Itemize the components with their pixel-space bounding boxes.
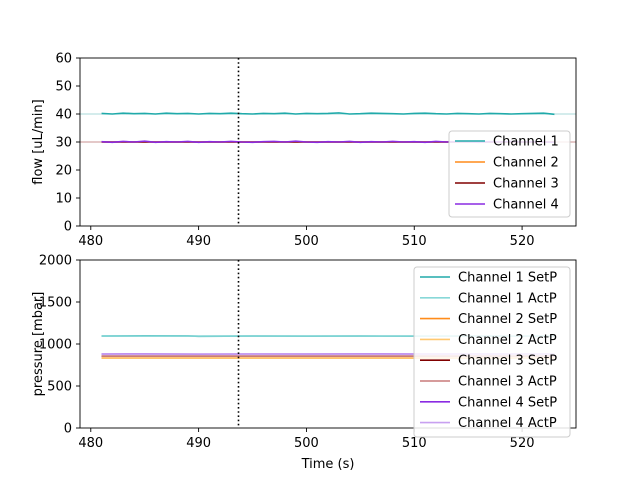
- chart1-legend-entry: Channel 1 SetP: [420, 271, 557, 286]
- chart1-y-axis-label: pressure [mbar]: [31, 292, 46, 397]
- chart0-y-tick-label: 60: [55, 52, 72, 67]
- chart0-y-tick-label: 50: [55, 80, 72, 95]
- chart1-legend-entry: Channel 1 ActP: [420, 291, 557, 306]
- chart1-y-tick-label: 1500: [39, 296, 72, 311]
- chart1-x-tick: 490: [186, 428, 211, 451]
- chart0-y-tick: 30: [55, 136, 80, 151]
- chart0-series-line-0: [101, 112, 555, 116]
- chart1-legend-entry: Channel 2 ActP: [420, 333, 557, 348]
- chart0-x-tick-label: 520: [510, 234, 535, 249]
- chart1-x-axis-label: Time (s): [301, 457, 355, 472]
- chart1-y-tick-label: 2000: [39, 254, 72, 269]
- chart1-x-tick: 480: [78, 428, 103, 451]
- chart0-y-tick-label: 20: [55, 164, 72, 179]
- chart0-y-tick: 60: [55, 52, 80, 67]
- chart0-x-tick: 490: [186, 226, 211, 249]
- chart1-legend-label: Channel 3 ActP: [458, 375, 557, 390]
- chart0-x-tick-label: 510: [402, 234, 427, 249]
- chart0-x-tick-label: 500: [294, 234, 319, 249]
- chart1-x-tick-label: 520: [510, 436, 535, 451]
- chart0-y-tick-label: 40: [55, 108, 72, 123]
- chart1-legend-label: Channel 1 ActP: [458, 291, 557, 306]
- chart1-legend-entry: Channel 4 SetP: [420, 395, 557, 410]
- chart0-x-tick: 480: [78, 226, 103, 249]
- chart0-y-tick-label: 10: [55, 192, 72, 207]
- chart0-y-tick: 0: [64, 220, 80, 235]
- chart1-y-tick: 1000: [39, 338, 80, 353]
- chart1-y-tick: 0: [64, 422, 80, 437]
- chart1-y-tick-label: 500: [47, 380, 72, 395]
- chart0-legend-entry: Channel 3: [455, 177, 559, 192]
- chart1-legend-box: [413, 266, 571, 438]
- chart1-x-tick-label: 490: [186, 436, 211, 451]
- chart0-legend-label: Channel 4: [493, 198, 559, 213]
- chart1-x-tick: 500: [294, 428, 319, 451]
- chart0-y-tick-label: 0: [64, 220, 72, 235]
- chart1-legend-label: Channel 4 SetP: [458, 395, 557, 410]
- chart0-y-tick: 20: [55, 164, 80, 179]
- chart1-legend-entry: Channel 3 ActP: [420, 375, 557, 390]
- flow-chart: 480 490 500 510 520 0 10 20 30 40 50 60 flow [uL/min…: [31, 52, 577, 249]
- chart0-y-tick: 10: [55, 192, 80, 207]
- chart1-legend: Channel 1 SetP Channel 1 ActP Channel 2 Se…: [413, 266, 571, 438]
- chart0-x-tick-label: 490: [186, 234, 211, 249]
- chart1-legend-entry: Channel 2 SetP: [420, 312, 557, 327]
- chart0-y-axis-label: flow [uL/min]: [31, 99, 46, 184]
- chart1-x-tick-label: 500: [294, 436, 319, 451]
- chart1-legend-entry: Channel 4 ActP: [420, 416, 557, 431]
- chart1-x-tick-label: 480: [78, 436, 103, 451]
- chart0-y-tick-label: 30: [55, 136, 72, 151]
- chart1-y-tick: 1500: [39, 296, 80, 311]
- chart0-x-tick: 510: [402, 226, 427, 249]
- chart1-legend-label: Channel 3 SetP: [458, 354, 557, 369]
- chart1-x-tick-label: 510: [402, 436, 427, 451]
- chart0-legend-label: Channel 2: [493, 156, 559, 171]
- chart1-legend-label: Channel 2 ActP: [458, 333, 557, 348]
- chart1-y-tick-label: 1000: [39, 338, 72, 353]
- chart0-legend-label: Channel 3: [493, 177, 559, 192]
- chart1-y-tick: 2000: [39, 254, 80, 269]
- chart0-legend-entry: Channel 4: [455, 198, 559, 213]
- chart0-x-tick-label: 480: [78, 234, 103, 249]
- chart0-legend-entry: Channel 1: [455, 135, 559, 150]
- chart0-x-tick: 500: [294, 226, 319, 249]
- pressure-chart: 480 490 500 510 520 0 500 1000 1500 2000 pressure …: [31, 254, 577, 472]
- chart0-y-tick: 50: [55, 80, 80, 95]
- chart1-legend-entry: Channel 3 SetP: [420, 354, 557, 369]
- chart0-legend-label: Channel 1: [493, 135, 559, 150]
- chart1-legend-label: Channel 1 SetP: [458, 271, 557, 286]
- chart1-y-tick: 500: [47, 380, 80, 395]
- chart1-y-tick-label: 0: [64, 422, 72, 437]
- chart0-legend-entry: Channel 2: [455, 156, 559, 171]
- chart0-y-tick: 40: [55, 108, 80, 123]
- chart1-legend-label: Channel 2 SetP: [458, 312, 557, 327]
- chart1-legend-label: Channel 4 ActP: [458, 416, 557, 431]
- chart0-legend-box: [448, 130, 571, 218]
- chart0-legend: Channel 1 Channel 2 Channel 3 Channel 4: [448, 130, 571, 218]
- chart0-x-tick: 520: [510, 226, 535, 249]
